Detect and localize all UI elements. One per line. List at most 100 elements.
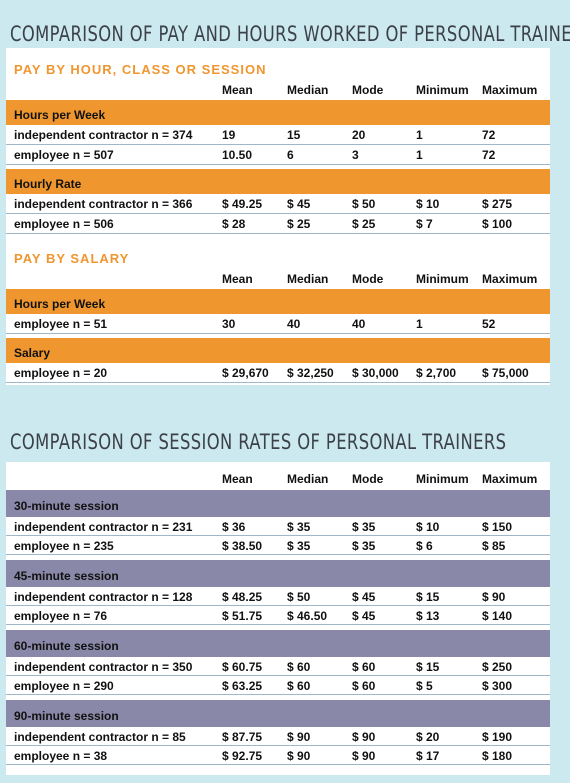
column-header: Median (287, 472, 329, 486)
table-row (6, 314, 550, 334)
group-label: Hours per Week (14, 296, 106, 311)
cell: $ 100 (482, 217, 513, 231)
cell: 40 (287, 317, 301, 331)
cell: $ 75,000 (482, 366, 529, 380)
cell: $ 5 (416, 678, 433, 693)
cell: $ 63.25 (222, 678, 263, 693)
group-bar (6, 630, 550, 657)
cell: 10.50 (222, 148, 253, 162)
cell: $ 50 (287, 589, 311, 604)
cell: $ 35 (287, 538, 311, 553)
group-bar (6, 289, 550, 314)
table-row (6, 587, 550, 606)
cell: $ 45 (287, 197, 311, 211)
column-header: Minimum (416, 472, 469, 486)
group-bar (6, 490, 550, 517)
cell: 6 (287, 148, 294, 162)
cell: $ 15 (416, 659, 440, 674)
table-row (6, 214, 550, 234)
column-header: Maximum (482, 472, 538, 486)
cell: $ 28 (222, 217, 246, 231)
cell: $ 90 (482, 589, 506, 604)
table-row (6, 125, 550, 145)
group-label: 30-minute session (14, 498, 119, 513)
table-title: COMPARISON OF SESSION RATES OF PERSONAL … (10, 430, 507, 454)
cell: $ 2,700 (416, 366, 457, 380)
group-bar (6, 560, 550, 587)
cell: $ 250 (482, 659, 513, 674)
cell: 72 (482, 148, 496, 162)
column-header: Median (287, 272, 329, 286)
group-label: Hourly Rate (14, 176, 82, 191)
cell: $ 92.75 (222, 748, 263, 763)
cell: $ 20 (416, 729, 440, 744)
cell: 20 (352, 128, 366, 142)
cell: $ 60 (352, 659, 376, 674)
row-label: independent contractor n = 85 (14, 729, 186, 744)
cell: $ 46.50 (287, 608, 328, 623)
cell: $ 35 (352, 538, 376, 553)
cell: $ 38.50 (222, 538, 263, 553)
cell: 40 (352, 317, 366, 331)
column-header: Mean (222, 83, 253, 97)
cell: $ 180 (482, 748, 513, 763)
row-label: independent contractor n = 366 (14, 197, 193, 211)
cell: $ 60 (352, 678, 376, 693)
cell: 52 (482, 317, 496, 331)
cell: $ 45 (352, 608, 376, 623)
group-label: Hours per Week (14, 107, 106, 122)
column-header: Mode (352, 472, 384, 486)
row-label: independent contractor n = 350 (14, 659, 193, 674)
column-header: Minimum (416, 83, 469, 97)
table-row (6, 536, 550, 555)
row-label: employee n = 20 (14, 366, 108, 380)
cell: 72 (482, 128, 496, 142)
column-header: Mode (352, 83, 384, 97)
cell: $ 30,000 (352, 366, 399, 380)
cell: $ 60 (287, 659, 311, 674)
cell: $ 49.25 (222, 197, 263, 211)
row-label: employee n = 76 (14, 608, 108, 623)
table-row (6, 606, 550, 625)
cell: 1 (416, 148, 423, 162)
cell: $ 90 (287, 748, 311, 763)
cell: $ 140 (482, 608, 513, 623)
cell: $ 35 (352, 519, 376, 534)
table-row (6, 145, 550, 165)
cell: $ 45 (352, 589, 376, 604)
cell: $ 85 (482, 538, 506, 553)
row-label: employee n = 507 (14, 148, 114, 162)
column-header: Median (287, 83, 329, 97)
row-label: employee n = 38 (14, 748, 108, 763)
row-label: employee n = 506 (14, 217, 114, 231)
cell: $ 90 (287, 729, 311, 744)
group-label: 45-minute session (14, 568, 119, 583)
cell: $ 13 (416, 608, 440, 623)
cell: $ 25 (352, 217, 376, 231)
cell: $ 190 (482, 729, 513, 744)
row-label: independent contractor n = 231 (14, 519, 193, 534)
table-row (6, 727, 550, 746)
cell: 19 (222, 128, 236, 142)
cell: $ 6 (416, 538, 433, 553)
cell: $ 17 (416, 748, 440, 763)
table-row (6, 746, 550, 765)
column-header: Mode (352, 272, 384, 286)
cell: $ 25 (287, 217, 311, 231)
table-panel: Mean Median Mode Minimum Maximum 30-minute se… (6, 462, 550, 775)
table-row (6, 657, 550, 676)
cell: $ 36 (222, 519, 246, 534)
cell: $ 60 (287, 678, 311, 693)
column-header: Minimum (416, 272, 469, 286)
row-label: independent contractor n = 128 (14, 589, 193, 604)
table-row (6, 676, 550, 695)
cell: $ 10 (416, 197, 440, 211)
cell: $ 300 (482, 678, 513, 693)
cell: $ 32,250 (287, 366, 334, 380)
cell: $ 90 (352, 729, 376, 744)
table-title: COMPARISON OF PAY AND HOURS WORKED OF PE… (10, 22, 570, 46)
group-bar (6, 169, 550, 194)
column-header: Maximum (482, 272, 538, 286)
group-label: Salary (14, 345, 51, 360)
